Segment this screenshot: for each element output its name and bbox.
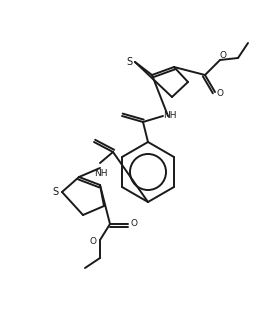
Text: O: O	[220, 50, 226, 60]
Text: O: O	[130, 219, 137, 228]
Text: S: S	[126, 57, 132, 67]
Text: NH: NH	[94, 168, 108, 177]
Text: S: S	[52, 187, 58, 197]
Text: NH: NH	[163, 112, 177, 121]
Text: O: O	[90, 238, 97, 247]
Text: O: O	[217, 90, 224, 99]
